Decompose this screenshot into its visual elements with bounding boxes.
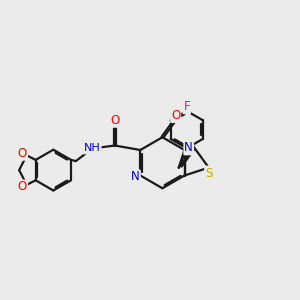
Text: S: S: [205, 167, 212, 179]
Text: NH: NH: [84, 143, 101, 154]
Text: N: N: [184, 141, 193, 154]
Text: O: O: [18, 180, 27, 194]
Text: F: F: [184, 100, 190, 113]
Text: O: O: [171, 109, 180, 122]
Text: N: N: [131, 170, 140, 184]
Text: O: O: [18, 147, 27, 160]
Text: O: O: [110, 114, 119, 127]
